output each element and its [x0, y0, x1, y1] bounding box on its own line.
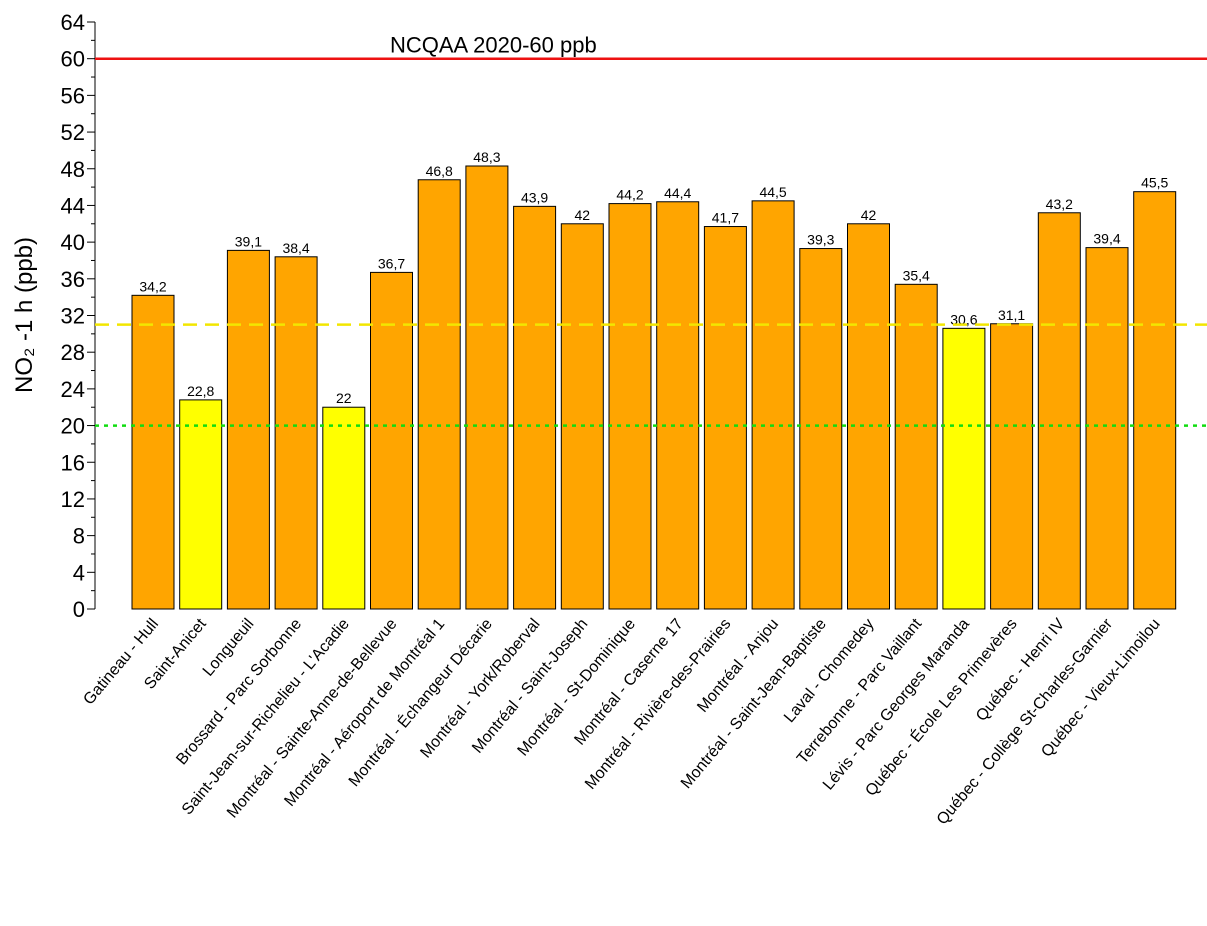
y-tick-label: 20	[61, 414, 85, 439]
bar	[465, 165, 509, 610]
bar	[1085, 247, 1129, 610]
bar	[370, 271, 413, 610]
bar	[513, 205, 557, 610]
bar	[894, 283, 938, 610]
y-tick-label: 36	[61, 267, 85, 292]
y-axis-label: NO₂ -1 h (ppb)	[11, 237, 38, 393]
reference-label: NCQAA 2020-60 ppb	[390, 33, 597, 58]
bar	[131, 294, 175, 610]
value-label: 44,5	[759, 184, 786, 200]
bar	[226, 249, 270, 610]
value-label: 39,1	[235, 233, 262, 249]
bar	[799, 248, 843, 610]
bar	[417, 179, 461, 610]
y-tick-label: 8	[73, 524, 85, 549]
x-tick-label: Montréal - Anjou	[694, 616, 782, 716]
value-label: 39,3	[807, 232, 834, 248]
y-tick-label: 16	[61, 450, 85, 475]
bar	[560, 223, 604, 610]
value-label: 34,2	[139, 278, 166, 294]
bar	[179, 399, 223, 610]
value-label: 31,1	[998, 307, 1025, 323]
y-tick-label: 48	[61, 157, 85, 182]
bar	[322, 406, 366, 610]
y-tick-label: 64	[61, 10, 85, 35]
bar	[656, 201, 700, 610]
value-label: 30,6	[950, 311, 977, 327]
y-tick-label: 0	[73, 597, 85, 622]
x-tick-label: Québec - Collège St-Charles-Garnier	[934, 615, 1117, 828]
value-label: 22	[336, 390, 352, 406]
bar	[990, 323, 1034, 610]
bar	[274, 256, 318, 610]
y-tick-label: 60	[61, 47, 85, 72]
x-tick-label: Laval - Chomedey	[781, 616, 877, 726]
value-label: 41,7	[712, 210, 739, 226]
y-tick-label: 28	[61, 340, 85, 365]
y-tick-label: 4	[73, 560, 85, 585]
bar	[1037, 212, 1081, 610]
value-label: 35,4	[903, 267, 930, 283]
value-label: 48,3	[473, 149, 500, 165]
value-label: 45,5	[1141, 175, 1168, 191]
value-label: 42	[861, 207, 877, 223]
y-tick-label: 44	[61, 193, 85, 218]
value-label: 46,8	[426, 163, 453, 179]
y-tick-label: 24	[61, 377, 85, 402]
bar	[608, 203, 652, 610]
x-tick-label: Québec - Henri IV	[973, 615, 1069, 724]
x-tick-label: Montréal - Sainte-Anne-de-Bellevue	[224, 616, 401, 822]
value-label: 43,2	[1046, 196, 1073, 212]
y-tick-label: 52	[61, 120, 85, 145]
bar	[942, 327, 986, 610]
y-tick-label: 12	[61, 487, 85, 512]
y-tick-label: 40	[61, 230, 85, 255]
value-label: 36,7	[378, 255, 405, 271]
bar	[1133, 191, 1177, 610]
value-label: 42	[575, 207, 591, 223]
y-tick-label: 56	[61, 83, 85, 108]
value-label: 43,9	[521, 189, 548, 205]
y-tick-label: 32	[61, 304, 85, 329]
bar	[847, 223, 890, 610]
value-label: 22,8	[187, 383, 214, 399]
value-label: 44,4	[664, 185, 691, 201]
x-tick-label: Gatineau - Hull	[80, 616, 162, 709]
value-label: 44,2	[616, 187, 643, 203]
bar	[703, 226, 747, 610]
value-label: 39,4	[1093, 231, 1120, 247]
bar	[751, 200, 795, 610]
value-label: 38,4	[282, 240, 309, 256]
